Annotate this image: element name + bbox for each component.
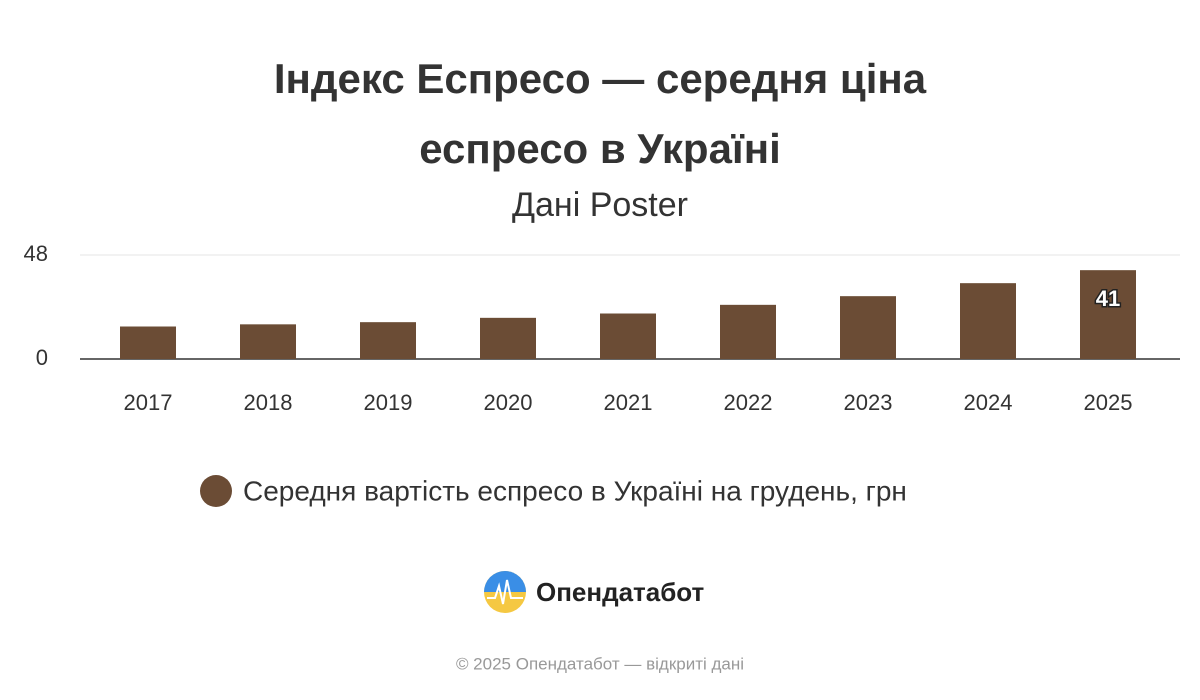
chart-subtitle: Дані Poster [512, 186, 688, 224]
footer: © 2025 Опендатабот — відкриті дані [456, 654, 744, 673]
legend-swatch [200, 475, 232, 507]
brand-name: Опендатабот [536, 577, 705, 607]
bar [1080, 270, 1136, 359]
data-label: 41 [1096, 286, 1120, 311]
x-tick-label: 2018 [244, 390, 293, 415]
bar [960, 283, 1016, 359]
bar [360, 322, 416, 359]
chart-title: Індекс Еспресо — середня ціна еспресо в … [273, 55, 927, 172]
logo-pulse [487, 579, 523, 605]
bar [240, 324, 296, 359]
x-tick-label: 2019 [364, 390, 413, 415]
y-tick-label: 48 [24, 241, 48, 266]
x-tick-label: 2021 [604, 390, 653, 415]
bar [840, 296, 896, 359]
x-tick-label: 2022 [724, 390, 773, 415]
logo-top [484, 571, 526, 592]
bar [720, 304, 776, 359]
x-tick-label: 2024 [964, 390, 1013, 415]
y-tick-label: 0 [36, 345, 48, 370]
bar [480, 317, 536, 359]
bar [120, 326, 176, 359]
bar [600, 313, 656, 359]
x-tick-label: 2023 [844, 390, 893, 415]
x-tick-label: 2017 [124, 390, 173, 415]
x-tick-label: 2020 [484, 390, 533, 415]
legend-label: Середня вартість еспресо в Україні на гр… [243, 475, 907, 506]
x-tick-label: 2025 [1084, 390, 1133, 415]
